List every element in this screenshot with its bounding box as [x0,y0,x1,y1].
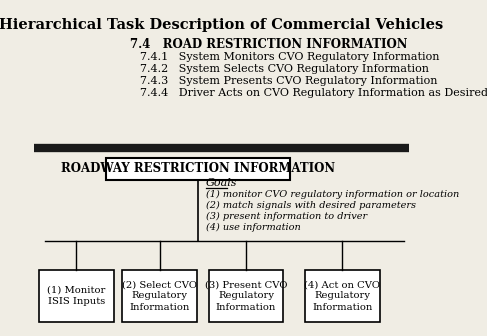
Text: (3) present information to driver: (3) present information to driver [206,212,367,221]
Text: Hierarchical Task Description of Commercial Vehicles: Hierarchical Task Description of Commerc… [0,18,443,32]
Text: (1) monitor CVO regulatory information or location: (1) monitor CVO regulatory information o… [206,190,459,199]
FancyBboxPatch shape [122,270,197,322]
Text: (2) match signals with desired parameters: (2) match signals with desired parameter… [206,201,416,210]
Text: (3) Present CVO
Regulatory
Information: (3) Present CVO Regulatory Information [205,280,287,312]
Text: (4) use information: (4) use information [206,223,300,232]
FancyBboxPatch shape [208,270,283,322]
FancyBboxPatch shape [39,270,113,322]
Text: (4) Act on CVO
Regulatory
Information: (4) Act on CVO Regulatory Information [304,280,380,312]
Text: 7.4.1   System Monitors CVO Regulatory Information: 7.4.1 System Monitors CVO Regulatory Inf… [140,52,440,62]
Text: (2) Select CVO
Regulatory
Information: (2) Select CVO Regulatory Information [122,280,197,312]
FancyBboxPatch shape [106,158,290,180]
Text: 7.4.2   System Selects CVO Regulatory Information: 7.4.2 System Selects CVO Regulatory Info… [140,64,429,74]
FancyBboxPatch shape [305,270,380,322]
Text: 7.4   ROAD RESTRICTION INFORMATION: 7.4 ROAD RESTRICTION INFORMATION [130,38,408,51]
Text: ROADWAY RESTRICTION INFORMATION: ROADWAY RESTRICTION INFORMATION [61,163,335,175]
Text: Goals: Goals [206,178,237,188]
Text: 7.4.3   System Presents CVO Regulatory Information: 7.4.3 System Presents CVO Regulatory Inf… [140,76,438,86]
Text: 7.4.4   Driver Acts on CVO Regulatory Information as Desired: 7.4.4 Driver Acts on CVO Regulatory Info… [140,88,487,98]
Text: (1) Monitor
ISIS Inputs: (1) Monitor ISIS Inputs [47,286,105,306]
